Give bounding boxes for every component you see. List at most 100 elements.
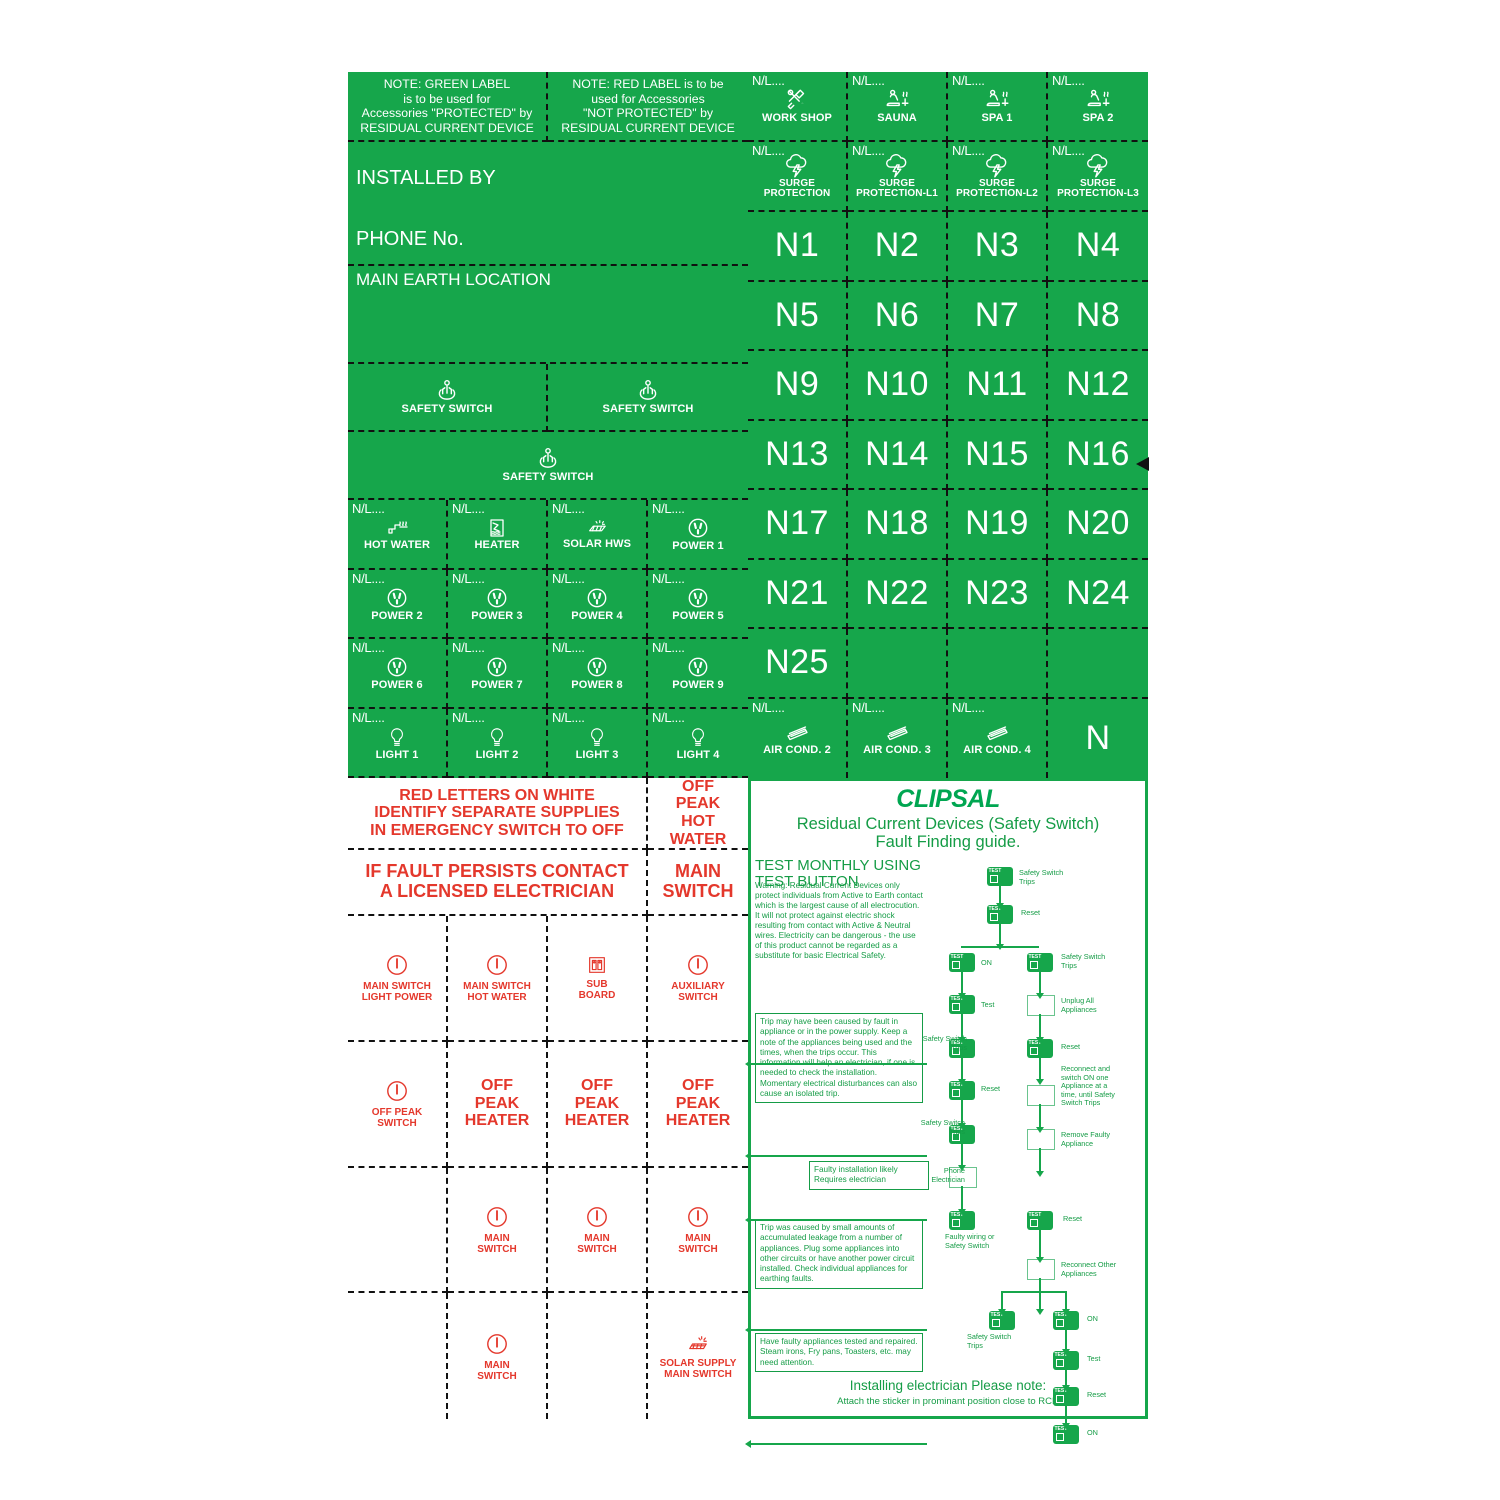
neutral-label-N16[interactable]: N16 — [1048, 421, 1148, 490]
green-label-air-cond-4[interactable]: N/L.... AIR COND. 4 — [948, 698, 1048, 778]
green-label-air-cond-2[interactable]: N/L.... AIR COND. 2 — [748, 698, 848, 778]
green-label-hot-water[interactable]: N/L.... HOT WATER — [348, 500, 448, 570]
neutral-label-blank[interactable] — [848, 629, 948, 699]
green-label-power-4[interactable]: N/L.... POWER 4 — [548, 569, 648, 639]
flow-label-faulty-wiring: Faulty wiring or Safety Switch — [945, 1232, 995, 1250]
red-label-section: RED LETTERS ON WHITE IDENTIFY SEPARATE SU… — [348, 778, 748, 1419]
neutral-label-N19[interactable]: N19 — [948, 490, 1048, 560]
neutral-number: N7 — [974, 295, 1020, 334]
green-label-power-1[interactable]: N/L.... POWER 1 — [648, 500, 748, 570]
red-label-main-switch[interactable]: MAIN SWITCH — [648, 1168, 748, 1294]
neutral-label-N20[interactable]: N20 — [1048, 490, 1148, 560]
flow-connector — [1001, 1291, 1003, 1311]
neutral-label-N8[interactable]: N8 — [1048, 282, 1148, 351]
main-earth-location-field[interactable]: MAIN EARTH LOCATION — [348, 266, 748, 364]
green-label-light-1[interactable]: N/L.... LIGHT 1 — [348, 708, 448, 778]
red-label-off-peak-switch[interactable]: OFF PEAK SWITCH — [348, 1041, 448, 1168]
phone-no-field[interactable]: PHONE No. — [348, 214, 748, 266]
red-label-main-switch[interactable]: MAIN SWITCH — [448, 1167, 548, 1294]
neutral-label-blank[interactable] — [948, 629, 1048, 699]
green-label-light-2[interactable]: N/L.... LIGHT 2 — [448, 708, 548, 778]
green-label-power-6[interactable]: N/L.... POWER 6 — [348, 639, 448, 709]
green-label-power-8[interactable]: N/L.... POWER 8 — [548, 639, 648, 709]
red-label-main-switch-banner[interactable]: MAIN SWITCH — [648, 850, 748, 916]
neutral-label-N1[interactable]: N1 — [748, 212, 848, 282]
red-label-blank[interactable] — [348, 1293, 448, 1419]
flow-connector — [1065, 1291, 1067, 1311]
green-label-surge-protection-l3[interactable]: N/L.... SURGE PROTECTION-L3 — [1048, 142, 1148, 212]
red-label-main-switch[interactable]: MAIN SWITCH — [448, 1293, 548, 1419]
neutral-label-N23[interactable]: N23 — [948, 559, 1048, 629]
green-label-spa-1[interactable]: N/L.... SPA 1 — [948, 72, 1048, 142]
red-label-solar-supply-main-switch[interactable]: SOLAR SUPPLY MAIN SWITCH — [648, 1293, 748, 1419]
label-text: POWER 4 — [571, 609, 623, 622]
flow-node-test-1 — [949, 995, 975, 1014]
red-label-blank[interactable] — [348, 1167, 448, 1294]
green-label-air-cond-3[interactable]: N/L.... AIR COND. 3 — [848, 698, 948, 778]
neutral-label-N22[interactable]: N22 — [848, 559, 948, 629]
green-label-solar-hws[interactable]: N/L.... SOLAR HWS — [548, 500, 648, 570]
safety-switch-label-1[interactable]: SAFETY SWITCH — [348, 364, 548, 432]
neutral-number: N8 — [1075, 295, 1121, 334]
neutral-label-blank[interactable] — [1048, 629, 1148, 699]
neutral-label-N10[interactable]: N10 — [848, 351, 948, 421]
green-label-light-3[interactable]: N/L.... LIGHT 3 — [548, 708, 648, 778]
red-label-main-switch-light-power[interactable]: MAIN SWITCH LIGHT POWER — [348, 916, 448, 1042]
neutral-label-N6[interactable]: N6 — [848, 281, 948, 351]
safety-switch-label-2[interactable]: SAFETY SWITCH — [548, 364, 748, 432]
green-label-sauna[interactable]: N/L.... SAUNA — [848, 72, 948, 142]
neutral-label-N3[interactable]: N3 — [948, 212, 1048, 282]
red-label-off-peak-heater[interactable]: OFF PEAK HEATER — [448, 1041, 548, 1168]
green-label-power-2[interactable]: N/L.... POWER 2 — [348, 569, 448, 639]
neutral-label-N15[interactable]: N15 — [948, 420, 1048, 490]
green-label-light-4[interactable]: N/L.... LIGHT 4 — [648, 709, 748, 778]
green-label-power-9[interactable]: N/L.... POWER 9 — [648, 639, 748, 709]
label-text: LIGHT 4 — [676, 748, 720, 761]
green-label-spa-2[interactable]: N/L.... SPA 2 — [1048, 72, 1148, 142]
green-label-work-shop[interactable]: N/L.... WORK SHOP — [748, 72, 848, 142]
green-label-surge-protection-l1[interactable]: N/L.... SURGE PROTECTION-L1 — [848, 142, 948, 212]
red-label-main-switch-hot-water[interactable]: MAIN SWITCH HOT WATER — [448, 916, 548, 1042]
neutral-label-N11[interactable]: N11 — [948, 351, 1048, 421]
power-switch-icon — [484, 952, 510, 978]
green-label-heater[interactable]: N/L.... HEATER — [448, 500, 548, 570]
neutral-label-N5[interactable]: N5 — [748, 281, 848, 351]
installed-by-field[interactable]: INSTALLED BY — [348, 142, 748, 214]
neutral-label-N17[interactable]: N17 — [748, 490, 848, 560]
green-label-surge-protection[interactable]: N/L.... SURGE PROTECTION — [748, 142, 848, 212]
safety-switch-label-3[interactable]: SAFETY SWITCH — [348, 432, 748, 500]
green-label-power-3[interactable]: N/L.... POWER 3 — [448, 569, 548, 639]
power-switch-icon — [484, 1204, 510, 1230]
nl-marker: N/L.... — [352, 501, 385, 516]
red-label-main-switch[interactable]: MAIN SWITCH — [548, 1167, 648, 1294]
neutral-label-N21[interactable]: N21 — [748, 559, 848, 629]
neutral-label-N25[interactable]: N25 — [748, 629, 848, 699]
red-label-off-peak-heater[interactable]: OFF PEAK HEATER — [648, 1042, 748, 1168]
red-label-blank[interactable] — [548, 1293, 648, 1419]
green-label-power-7[interactable]: N/L.... POWER 7 — [448, 639, 548, 709]
red-label-off-peak-hot-water[interactable]: OFF PEAK HOT WATER — [648, 778, 748, 850]
label-text: MAIN SWITCH — [678, 1232, 718, 1255]
red-label-sub-board[interactable]: SUB BOARD — [548, 916, 648, 1042]
red-label-auxiliary-switch[interactable]: AUXILIARY SWITCH — [648, 916, 748, 1042]
neutral-label-N2[interactable]: N2 — [848, 212, 948, 282]
red-banner-supplies: RED LETTERS ON WHITE IDENTIFY SEPARATE SU… — [348, 778, 648, 850]
flow-arrow-icon — [1062, 1423, 1070, 1429]
neutral-label-N9[interactable]: N9 — [748, 351, 848, 421]
safety-switch-icon — [434, 378, 460, 404]
green-label-surge-protection-l2[interactable]: N/L.... SURGE PROTECTION-L2 — [948, 142, 1048, 212]
red-label-off-peak-heater[interactable]: OFF PEAK HEATER — [548, 1041, 648, 1168]
neutral-number: N4 — [1075, 226, 1121, 265]
neutral-label-N7[interactable]: N7 — [948, 281, 1048, 351]
flow-connector — [1039, 1104, 1041, 1129]
neutral-label-N14[interactable]: N14 — [848, 420, 948, 490]
neutral-label-N4[interactable]: N4 — [1048, 212, 1148, 282]
neutral-label-N18[interactable]: N18 — [848, 490, 948, 560]
neutral-label-N24[interactable]: N24 — [1048, 560, 1148, 629]
neutral-label-n[interactable]: N — [1048, 699, 1148, 779]
neutral-label-N13[interactable]: N13 — [748, 420, 848, 490]
neutral-number: N — [1085, 718, 1111, 757]
neutral-label-N12[interactable]: N12 — [1048, 351, 1148, 421]
green-label-power-5[interactable]: N/L.... POWER 5 — [648, 570, 748, 639]
note-red-text: NOTE: RED LABEL is to be used for Accesso… — [561, 77, 735, 135]
